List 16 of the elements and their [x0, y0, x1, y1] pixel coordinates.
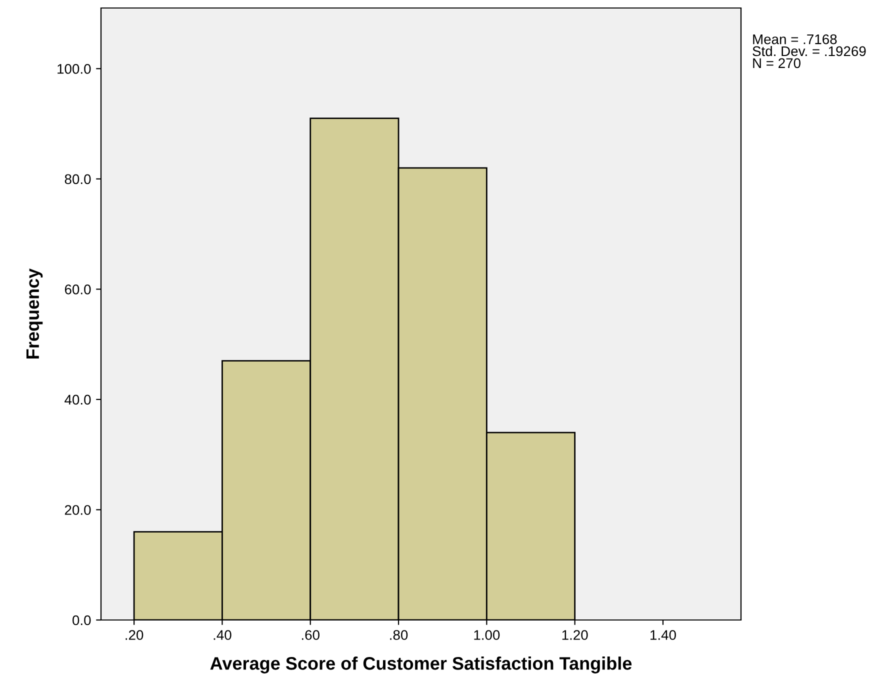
y-tick-label: 20.0: [64, 505, 91, 515]
x-tick-label: .80: [390, 630, 408, 640]
x-tick-label: 1.20: [562, 630, 588, 640]
y-tick-label: 0.0: [72, 615, 91, 626]
y-tick-label: 60.0: [64, 284, 91, 294]
x-tick-label: .60: [302, 630, 320, 640]
y-tick-label: 40.0: [64, 394, 91, 405]
x-tick-label: 1.40: [650, 630, 676, 640]
y-tick-label: 80.0: [64, 174, 91, 184]
text: Mean = .7168 Std. Dev. = .19269 N = 270: [752, 34, 866, 68]
y-tick-label: 100.0: [58, 64, 91, 74]
x-tick-label: 1.00: [474, 630, 500, 640]
x-axis-title: Average Score of Customer Satisfaction Tangible: [210, 656, 632, 674]
x-tick-label: .20: [126, 630, 144, 640]
x-tick-label: .40: [214, 630, 232, 640]
y-axis-title: Frequency: [26, 268, 43, 358]
